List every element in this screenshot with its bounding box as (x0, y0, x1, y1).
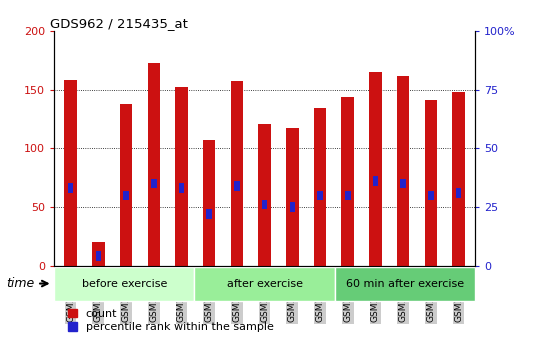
Text: after exercise: after exercise (227, 278, 302, 288)
Bar (345, 190, 350, 200)
Text: GDS962 / 215435_at: GDS962 / 215435_at (50, 17, 188, 30)
Bar (428, 190, 434, 200)
Bar (147, 63, 160, 266)
Bar (453, 92, 465, 266)
Bar (92, 242, 105, 266)
Bar (234, 181, 240, 190)
FancyBboxPatch shape (54, 267, 194, 301)
Bar (68, 184, 73, 193)
Bar (179, 184, 184, 193)
FancyBboxPatch shape (194, 267, 335, 301)
Bar (318, 190, 323, 200)
Bar (176, 87, 188, 266)
Text: before exercise: before exercise (82, 278, 167, 288)
Bar (203, 140, 215, 266)
Bar (369, 72, 382, 266)
Bar (424, 100, 437, 266)
Bar (96, 252, 101, 261)
Bar (456, 188, 461, 198)
Bar (314, 108, 326, 266)
Bar (64, 80, 77, 266)
Bar (397, 76, 409, 266)
Bar (231, 81, 243, 266)
Bar (289, 202, 295, 211)
Text: time: time (6, 277, 35, 290)
Bar (258, 124, 271, 266)
Text: 60 min after exercise: 60 min after exercise (346, 278, 464, 288)
Bar (120, 104, 132, 266)
Bar (262, 200, 267, 209)
Bar (151, 179, 157, 188)
Bar (400, 179, 406, 188)
Bar (373, 176, 378, 186)
Bar (123, 190, 129, 200)
Bar (286, 128, 299, 266)
Bar (206, 209, 212, 219)
FancyBboxPatch shape (335, 267, 475, 301)
Legend: count, percentile rank within the sample: count, percentile rank within the sample (68, 309, 274, 332)
Bar (341, 97, 354, 266)
